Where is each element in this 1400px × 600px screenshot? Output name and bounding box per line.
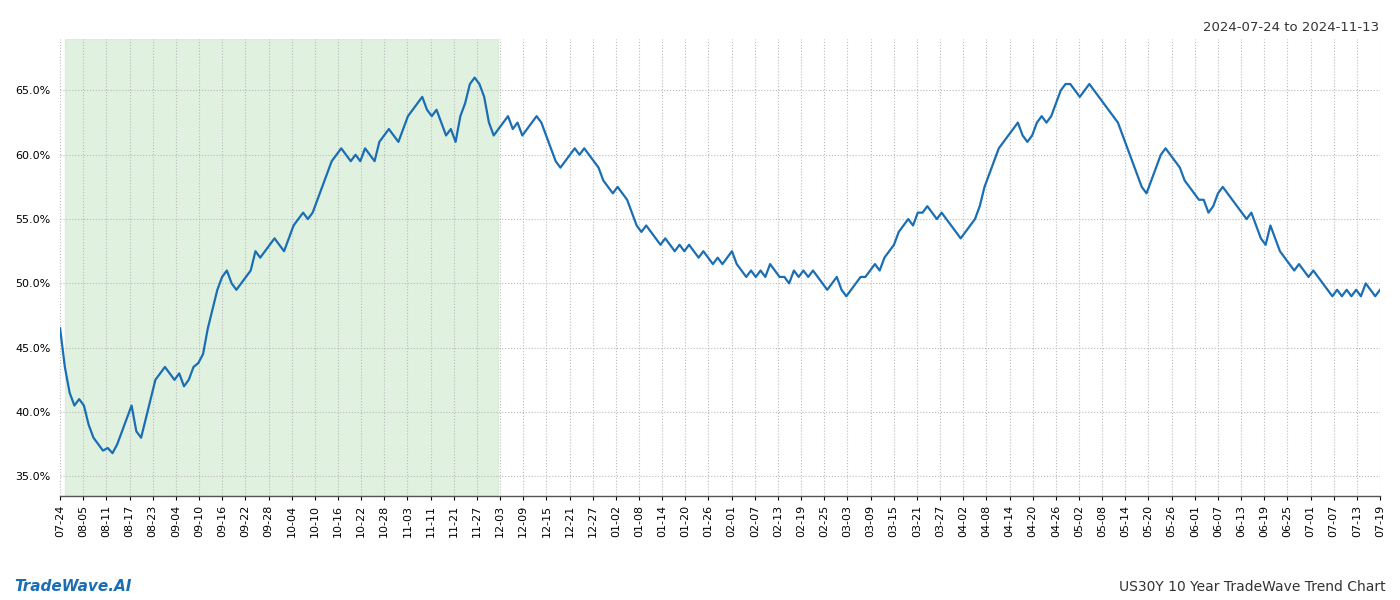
Text: 2024-07-24 to 2024-11-13: 2024-07-24 to 2024-11-13 <box>1203 21 1379 34</box>
Bar <box>64 39 498 496</box>
Text: TradeWave.AI: TradeWave.AI <box>14 579 132 594</box>
Text: US30Y 10 Year TradeWave Trend Chart: US30Y 10 Year TradeWave Trend Chart <box>1120 580 1386 594</box>
